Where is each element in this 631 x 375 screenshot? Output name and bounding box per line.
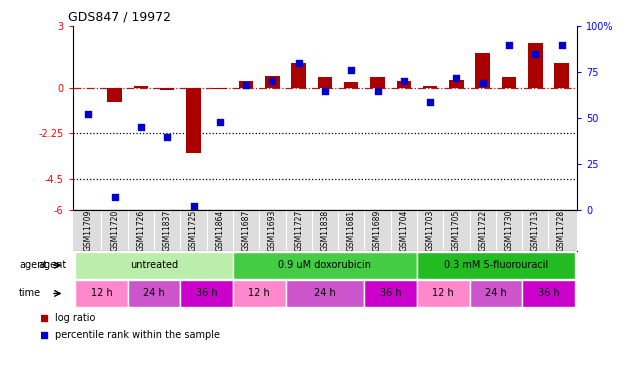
Point [478, 80, 488, 86]
Bar [502, 77, 516, 87]
Text: 0.3 mM 5-fluorouracil: 0.3 mM 5-fluorouracil [444, 260, 548, 270]
Text: 12 h: 12 h [249, 288, 270, 298]
Text: GSM11730: GSM11730 [505, 210, 514, 251]
Bar [107, 87, 122, 102]
Point [425, 99, 435, 105]
Text: 12 h: 12 h [432, 288, 454, 298]
Point [136, 124, 146, 130]
Point [451, 75, 461, 81]
Point [83, 111, 93, 117]
Text: time: time [19, 288, 41, 298]
Bar [555, 63, 569, 87]
Point [189, 203, 199, 209]
Bar [239, 81, 253, 87]
Text: GSM11705: GSM11705 [452, 210, 461, 251]
Point [241, 82, 251, 88]
Bar [449, 80, 464, 87]
Bar [180, 280, 233, 307]
Bar [127, 280, 180, 307]
Text: 36 h: 36 h [380, 288, 401, 298]
Text: GSM11693: GSM11693 [268, 210, 277, 251]
Point [399, 78, 409, 84]
Bar [75, 280, 127, 307]
Point [372, 88, 382, 94]
Bar [75, 252, 233, 279]
Text: GSM11837: GSM11837 [163, 210, 172, 251]
Text: 24 h: 24 h [485, 288, 507, 298]
Text: agent: agent [38, 260, 66, 270]
Bar [233, 280, 285, 307]
Text: GSM11720: GSM11720 [110, 210, 119, 251]
Text: GDS847 / 19972: GDS847 / 19972 [68, 11, 170, 24]
Bar [370, 77, 385, 87]
Text: log ratio: log ratio [56, 313, 95, 323]
Bar [469, 280, 522, 307]
Text: GSM11727: GSM11727 [294, 210, 303, 251]
Point [530, 51, 540, 57]
Bar [285, 280, 365, 307]
Bar [476, 53, 490, 87]
Bar [318, 77, 332, 87]
Text: GSM11689: GSM11689 [373, 210, 382, 251]
Text: percentile rank within the sample: percentile rank within the sample [56, 330, 220, 340]
Point [346, 68, 357, 74]
Bar [417, 252, 575, 279]
Text: 0.9 uM doxorubicin: 0.9 uM doxorubicin [278, 260, 372, 270]
Text: GSM11725: GSM11725 [189, 210, 198, 251]
Text: untreated: untreated [130, 260, 178, 270]
Bar [160, 87, 174, 90]
Text: GSM11687: GSM11687 [242, 210, 251, 251]
Text: GSM11709: GSM11709 [84, 210, 93, 251]
Point [504, 42, 514, 48]
Point [557, 42, 567, 48]
Point [110, 194, 120, 200]
Text: 36 h: 36 h [538, 288, 559, 298]
Text: GSM11703: GSM11703 [426, 210, 435, 251]
Text: 36 h: 36 h [196, 288, 218, 298]
Bar [365, 280, 417, 307]
Text: 12 h: 12 h [91, 288, 112, 298]
Bar [213, 87, 227, 88]
Bar [233, 252, 417, 279]
Bar [417, 280, 469, 307]
Text: agent: agent [19, 260, 47, 270]
Bar [397, 81, 411, 87]
Text: GSM11681: GSM11681 [347, 210, 356, 251]
Point [162, 134, 172, 140]
Bar [528, 43, 543, 87]
Text: GSM11704: GSM11704 [399, 210, 408, 251]
Text: GSM11838: GSM11838 [321, 210, 329, 251]
Text: 24 h: 24 h [314, 288, 336, 298]
Bar [265, 76, 280, 87]
Point [320, 88, 330, 94]
Text: 24 h: 24 h [143, 288, 165, 298]
Text: GSM11728: GSM11728 [557, 210, 566, 251]
Point [268, 78, 278, 84]
Point [215, 119, 225, 125]
Bar [522, 280, 575, 307]
Text: GSM11713: GSM11713 [531, 210, 540, 251]
Bar [186, 87, 201, 153]
Point [293, 60, 304, 66]
Text: GSM11726: GSM11726 [136, 210, 145, 251]
Bar [292, 63, 306, 87]
Text: GSM11722: GSM11722 [478, 210, 487, 251]
Bar [344, 82, 358, 87]
Text: GSM11864: GSM11864 [215, 210, 224, 251]
